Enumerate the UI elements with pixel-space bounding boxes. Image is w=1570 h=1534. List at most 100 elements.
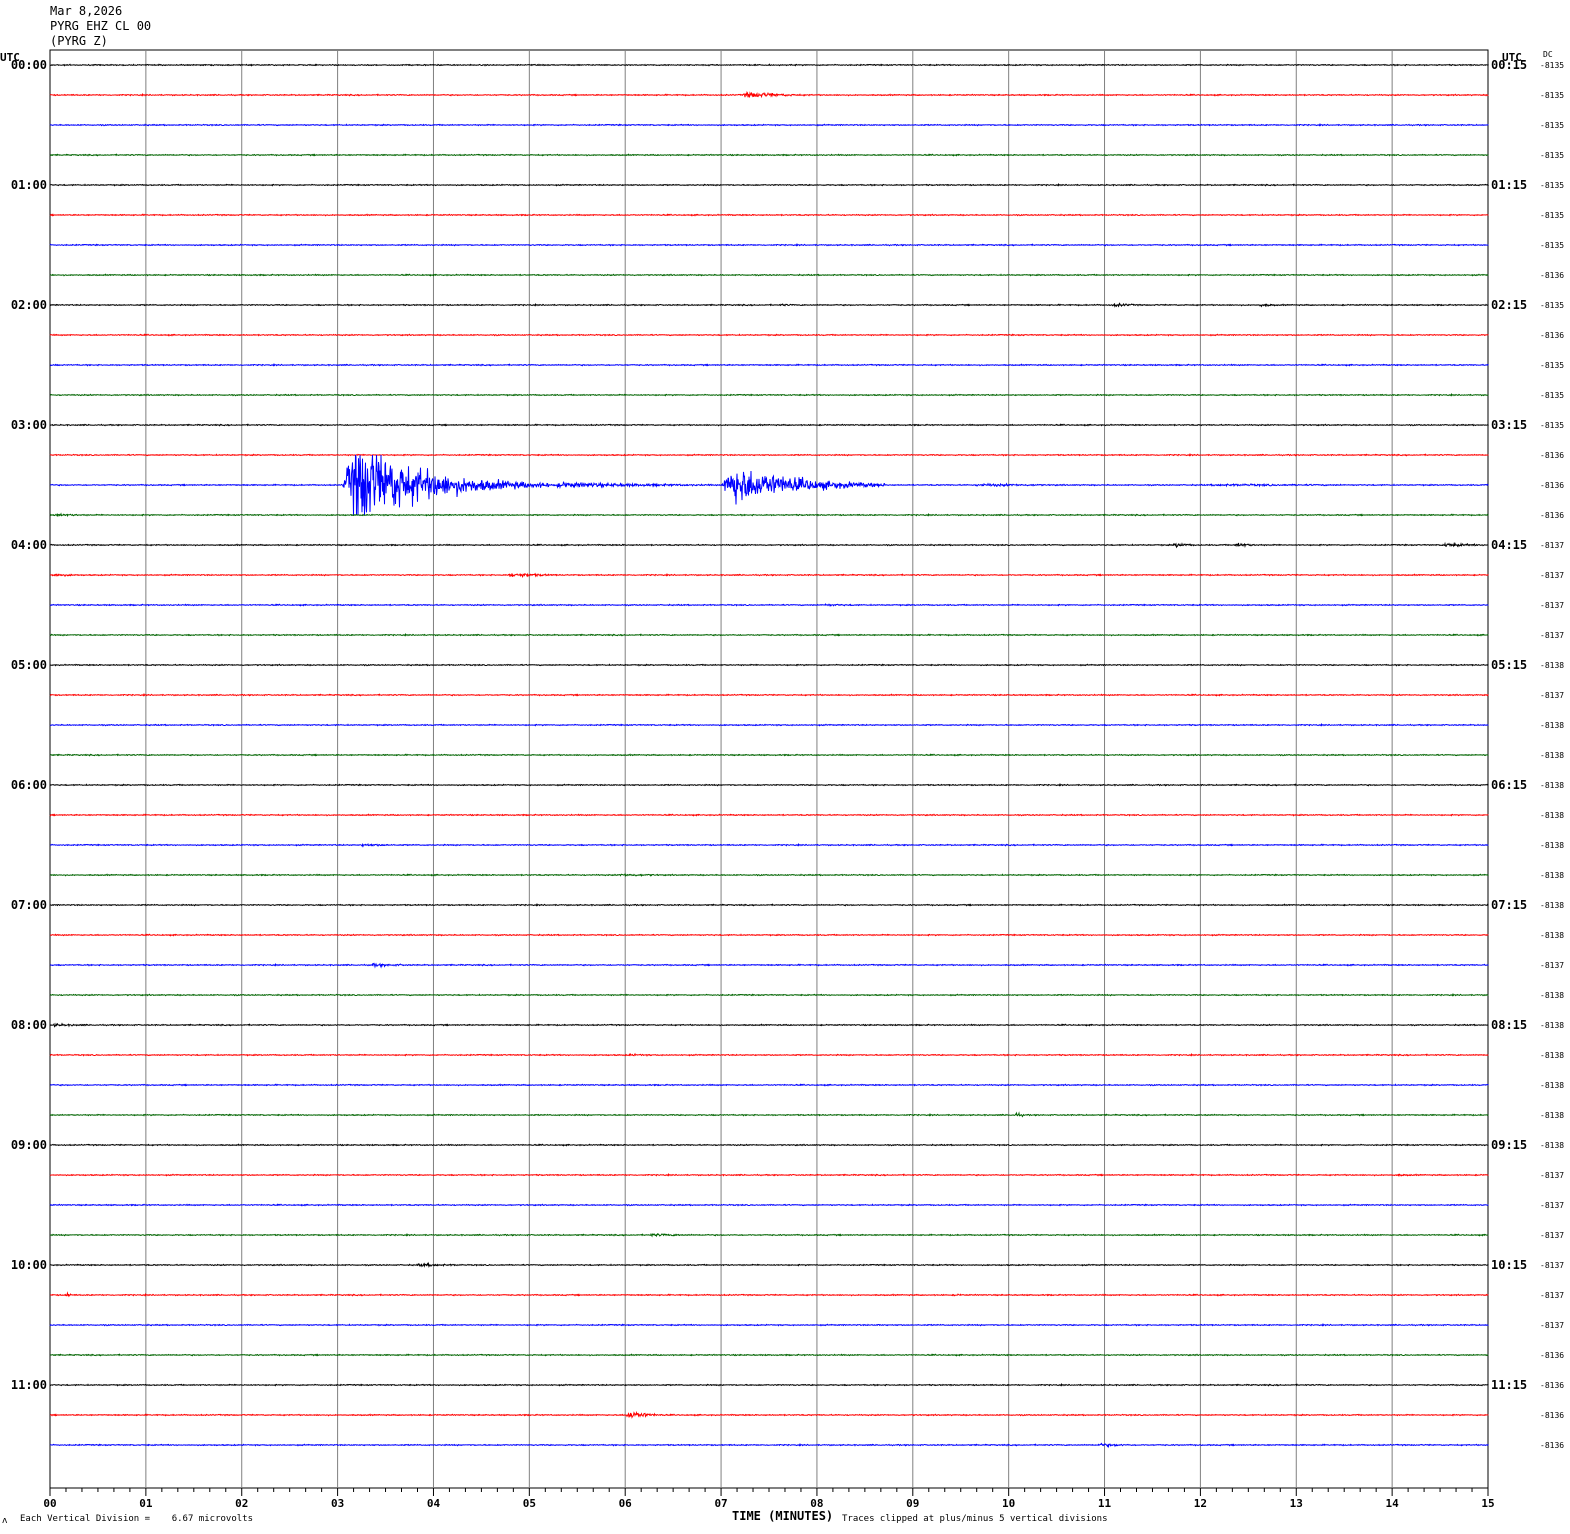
- header-date: Mar 8,2026: [50, 4, 123, 18]
- dc-offset-label: -8137: [1540, 541, 1564, 550]
- dc-offset-label: -8135: [1540, 151, 1564, 160]
- left-hour-label: 05:00: [11, 658, 47, 672]
- clip-note: Traces clipped at plus/minus 5 vertical …: [842, 1514, 1108, 1524]
- dc-offset-label: -8138: [1540, 1111, 1564, 1120]
- trace-row-41: [49, 1291, 1489, 1298]
- dc-offset-label: -8135: [1540, 211, 1564, 220]
- dc-offset-label: -8135: [1540, 181, 1564, 190]
- trace-row-9: [49, 333, 1489, 337]
- left-hour-label: 03:00: [11, 418, 47, 432]
- dc-offset-label: -8135: [1540, 121, 1564, 130]
- dc-offset-label: -8137: [1540, 571, 1564, 580]
- trace-row-8: [49, 302, 1489, 308]
- left-hour-label: 02:00: [11, 298, 47, 312]
- left-hour-label: 04:00: [11, 538, 47, 552]
- trace-row-4: [49, 182, 1489, 187]
- trace-row-14: [49, 454, 1489, 516]
- dc-offset-label: -8138: [1540, 811, 1564, 820]
- left-hour-label: 06:00: [11, 778, 47, 792]
- dc-offset-label: -8136: [1540, 451, 1564, 460]
- x-tick-label: 15: [1481, 1497, 1494, 1510]
- trace-row-26: [49, 842, 1489, 848]
- x-tick-label: 08: [810, 1497, 823, 1510]
- trace-row-28: [49, 902, 1489, 907]
- x-tick-label: 09: [906, 1497, 919, 1510]
- dc-offset-label: -8138: [1540, 1051, 1564, 1060]
- trace-row-35: [49, 1111, 1489, 1118]
- right-hour-label: 00:15: [1491, 58, 1527, 72]
- left-hour-label: 01:00: [11, 178, 47, 192]
- dc-offset-label: -8137: [1540, 1321, 1564, 1330]
- trace-row-19: [49, 632, 1489, 637]
- dc-offset-label: -8135: [1540, 241, 1564, 250]
- x-tick-label: 14: [1386, 1497, 1400, 1510]
- dc-offset-label: -8135: [1540, 61, 1564, 70]
- trace-row-39: [49, 1232, 1489, 1238]
- trace-row-2: [49, 122, 1489, 127]
- dc-offset-label: -8136: [1540, 1411, 1564, 1420]
- x-tick-label: 06: [619, 1497, 633, 1510]
- dc-offset-label: -8136: [1540, 271, 1564, 280]
- x-tick-label: 11: [1098, 1497, 1112, 1510]
- corner-mark: ʌ: [2, 1516, 8, 1526]
- trace-row-18: [49, 602, 1489, 607]
- trace-row-24: [49, 782, 1489, 787]
- trace-row-27: [49, 872, 1489, 878]
- dc-offset-label: -8138: [1540, 1021, 1564, 1030]
- dc-offset-label: -8137: [1540, 1231, 1564, 1240]
- trace-row-15: [49, 512, 1489, 518]
- trace-row-42: [49, 1322, 1489, 1327]
- x-tick-label: 01: [139, 1497, 153, 1510]
- trace-row-40: [49, 1261, 1489, 1268]
- trace-row-17: [49, 572, 1489, 578]
- dc-offset-label: -8138: [1540, 781, 1564, 790]
- plot-frame: [49, 49, 1489, 1489]
- division-note: Each Vertical Division = 6.67 microvolts: [20, 1514, 253, 1524]
- x-tick-label: 12: [1194, 1497, 1207, 1510]
- dc-offset-label: -8138: [1540, 871, 1564, 880]
- dc-header-label: DC: [1543, 50, 1553, 59]
- dc-offset-label: -8138: [1540, 751, 1564, 760]
- trace-row-46: [49, 1442, 1489, 1449]
- trace-row-45: [49, 1410, 1489, 1419]
- dc-offset-label: -8137: [1540, 1171, 1564, 1180]
- trace-row-32: [49, 1022, 1489, 1028]
- left-hour-label: 08:00: [11, 1018, 47, 1032]
- trace-row-13: [49, 452, 1489, 457]
- left-hour-label: 11:00: [11, 1378, 47, 1392]
- dc-offset-label: -8136: [1540, 511, 1564, 520]
- dc-offset-label: -8136: [1540, 1381, 1564, 1390]
- right-hour-label: 06:15: [1491, 778, 1527, 792]
- dc-offset-label: -8135: [1540, 91, 1564, 100]
- right-hour-label: 03:15: [1491, 418, 1527, 432]
- trace-row-29: [50, 933, 1489, 937]
- axis-labels: 00 01 02 03 04 05 06 07 08 09 10 11 12 13 14 15 -8135 -81…: [0, 50, 1564, 1510]
- dc-offset-label: -8138: [1540, 721, 1564, 730]
- trace-row-1: [49, 90, 1489, 99]
- dc-offset-label: -8138: [1540, 1141, 1564, 1150]
- trace-row-38: [49, 1203, 1489, 1207]
- trace-row-33: [49, 1052, 1489, 1057]
- dc-offset-label: -8135: [1540, 421, 1564, 430]
- x-tick-label: 10: [1002, 1497, 1015, 1510]
- trace-row-30: [49, 962, 1489, 969]
- right-hour-label: 05:15: [1491, 658, 1527, 672]
- x-tick-label: 02: [235, 1497, 248, 1510]
- dc-offset-label: -8137: [1540, 631, 1564, 640]
- trace-row-11: [49, 392, 1489, 397]
- traces: [49, 63, 1489, 1449]
- right-hour-label: 11:15: [1491, 1378, 1527, 1392]
- x-tick-label: 13: [1290, 1497, 1303, 1510]
- right-hour-label: 07:15: [1491, 898, 1527, 912]
- trace-row-6: [49, 242, 1489, 247]
- dc-offset-label: -8136: [1540, 331, 1564, 340]
- trace-row-44: [49, 1382, 1489, 1387]
- dc-offset-label: -8137: [1540, 1201, 1564, 1210]
- dc-offset-label: -8135: [1540, 391, 1564, 400]
- dc-offset-label: -8137: [1540, 1291, 1564, 1300]
- dc-offset-label: -8138: [1540, 661, 1564, 670]
- dc-offset-label: -8135: [1540, 301, 1564, 310]
- trace-row-16: [49, 541, 1489, 549]
- x-tick-label: 03: [331, 1497, 344, 1510]
